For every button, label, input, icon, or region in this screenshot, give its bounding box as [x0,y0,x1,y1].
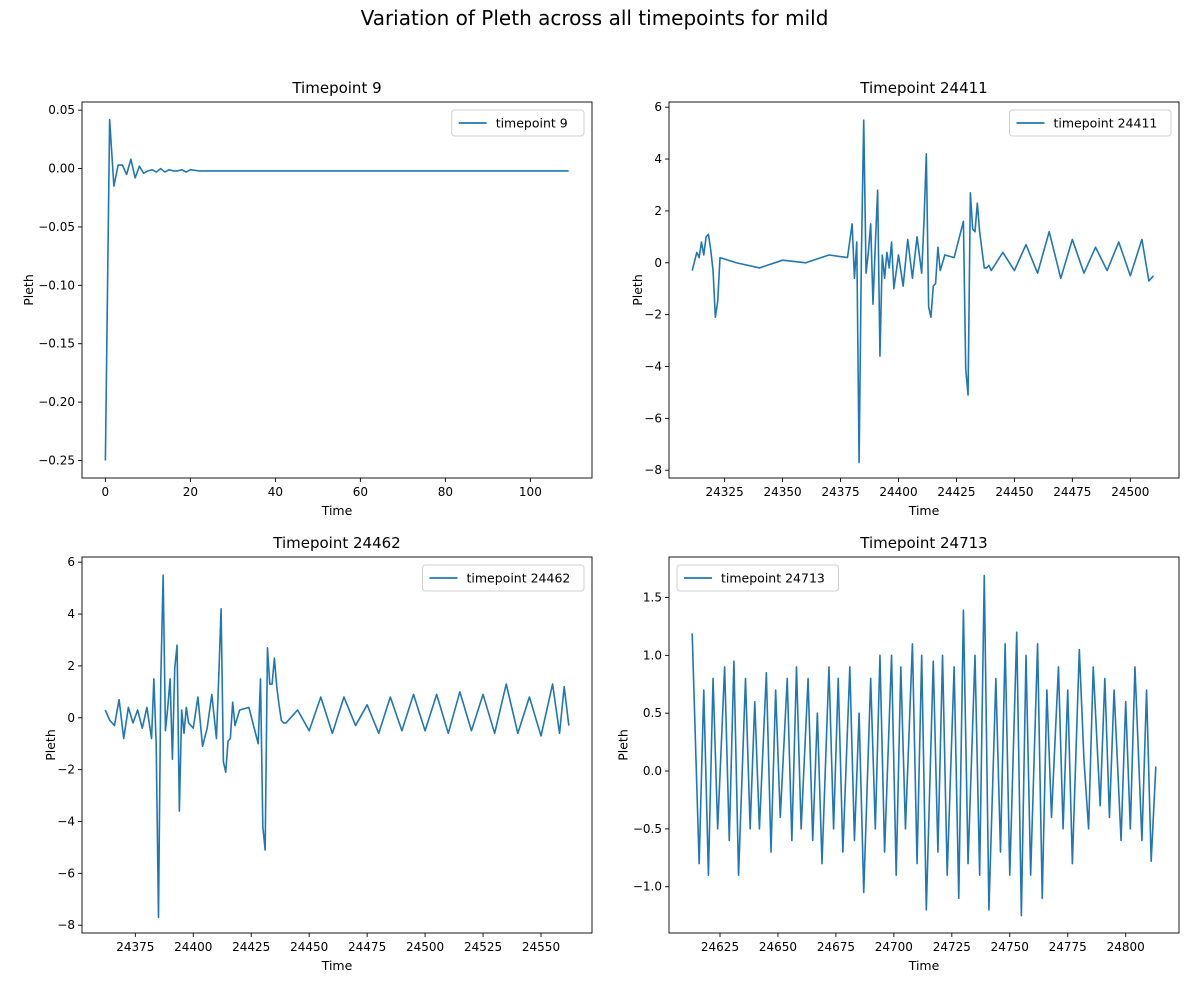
chart-2-legend: timepoint 24411 [1009,109,1172,137]
chart-4-ytick-label: 0.5 [643,706,662,720]
chart-4-xtick-label: 24775 [1049,940,1087,954]
chart-4-ytick-label: −1.0 [633,880,662,894]
chart-2-xtick-label: 24500 [1111,485,1149,499]
chart-1-ytick-label: 0.00 [48,162,75,176]
chart-2-legend-label: timepoint 24411 [1054,116,1158,131]
chart-4-ytick-label: −0.5 [633,822,662,836]
chart-4-xtick-label: 24800 [1107,940,1145,954]
chart-2-ylabel: Pleth [630,274,645,306]
chart-3-xtick-label: 24400 [174,940,212,954]
chart-3-ylabel: Pleth [43,729,58,761]
chart-2-xtick-label: 24350 [763,485,801,499]
chart-3-xtick-label: 24525 [464,940,502,954]
chart-2-ytick-label: −2 [644,308,662,322]
chart-3-ytick-label: −6 [57,866,75,880]
chart-2-ytick-label: −8 [644,463,662,477]
chart-3-ytick-label: 4 [67,607,75,621]
chart-4-xtick-label: 24700 [875,940,913,954]
chart-4-title: Timepoint 24713 [859,534,987,552]
chart-1-xtick-label: 20 [183,485,198,499]
chart-1-xlabel: Time [321,503,353,518]
chart-4: Timepoint 24713 24625 24650 24675 24700 24725… [615,534,1180,973]
chart-4-ylabel: Pleth [615,729,630,761]
chart-1: Timepoint 9 0 20 40 60 80 100 −0.25 −0.20 −0.15 −0… [21,79,593,518]
chart-2-ytick-label: 0 [654,256,662,270]
chart-1-series-line-1 [104,118,569,461]
chart-4-xtick-label: 24625 [701,940,739,954]
chart-3-xtick-label: 24375 [116,940,154,954]
chart-1-legend-box [451,109,585,137]
chart-2-ytick-label: 2 [654,204,662,218]
chart-3-series-line-1 [104,574,570,919]
chart-3-ytick-label: −8 [57,918,75,932]
chart-4-legend-label: timepoint 24713 [721,571,825,586]
chart-3-xtick-label: 24450 [290,940,328,954]
chart-4-xtick-label: 24750 [991,940,1029,954]
chart-2-ytick-label: −4 [644,359,662,373]
chart-2: Timepoint 24411 24325 24350 24375 24400 24425… [630,79,1180,518]
chart-2-xlabel: Time [908,503,940,518]
chart-4-xlabel: Time [908,958,940,973]
chart-2-xtick-label: 24400 [879,485,917,499]
chart-2-xtick-label: 24475 [1053,485,1091,499]
chart-1-xtick-label: 60 [353,485,368,499]
chart-3-xtick-label: 24475 [348,940,386,954]
chart-1-ytick-label: −0.15 [38,337,75,351]
chart-3-ytick-label: 0 [67,711,75,725]
chart-4-xtick-label: 24675 [817,940,855,954]
chart-2-xtick-label: 24325 [706,485,744,499]
chart-1-legend: timepoint 9 [451,109,585,137]
chart-1-ytick-label: −0.10 [38,278,75,292]
chart-4-ytick-label: 0.0 [643,764,662,778]
chart-3-legend: timepoint 24462 [422,564,585,592]
chart-2-xtick-label: 24450 [995,485,1033,499]
chart-2-xtick-label: 24375 [821,485,859,499]
chart-4-ytick-label: 1.5 [643,590,662,604]
chart-1-xtick-label: 100 [519,485,542,499]
chart-1-xtick-label: 80 [438,485,453,499]
chart-3-xtick-label: 24500 [406,940,444,954]
chart-4-series-line-1 [691,574,1157,917]
chart-3-axes-frame [81,556,593,934]
chart-3-xtick-label: 24425 [232,940,270,954]
chart-2-axes-frame [668,101,1180,479]
subplot-grid: Timepoint 90 20 40 60 80 100−0.25−0.20−0.15−0… [21,79,1180,973]
chart-1-xtick-label: 40 [268,485,283,499]
chart-3-title: Timepoint 24462 [272,534,400,552]
chart-2-series-line-1 [691,119,1155,464]
chart-1-ytick-label: −0.05 [38,220,75,234]
chart-4-xtick-label: 24725 [933,940,971,954]
chart-1-title: Timepoint 9 [291,79,381,97]
chart-3: Timepoint 24462 24375 24400 24425 24450 24475… [43,534,593,973]
chart-3-legend-label: timepoint 24462 [467,571,571,586]
chart-4-legend-box [676,564,839,592]
chart-4-legend: timepoint 24713 [676,564,839,592]
chart-2-ytick-label: 4 [654,152,662,166]
chart-2-title: Timepoint 24411 [859,79,987,97]
chart-4-ytick-label: 1.0 [643,648,662,662]
chart-2-ytick-label: −6 [644,411,662,425]
chart-1-ytick-label: −0.20 [38,395,75,409]
chart-1-axes-frame [81,101,593,479]
chart-3-xtick-label: 24550 [522,940,560,954]
chart-4-xtick-label: 24650 [759,940,797,954]
chart-3-xlabel: Time [321,958,353,973]
chart-3-ytick-label: −4 [57,814,75,828]
chart-1-legend-label: timepoint 9 [496,116,568,131]
chart-4-axes-frame [668,556,1180,934]
chart-1-ylabel: Pleth [21,274,36,306]
chart-1-xtick-label: 0 [102,485,110,499]
chart-2-xtick-label: 24425 [937,485,975,499]
chart-2-ytick-label: 6 [654,100,662,114]
chart-2-legend-box [1009,109,1172,137]
chart-3-ytick-label: −2 [57,763,75,777]
figure-title: Variation of Pleth across all timepoints… [361,6,829,30]
chart-1-ytick-label: 0.05 [48,103,75,117]
chart-1-ytick-label: −0.25 [38,453,75,467]
chart-3-legend-box [422,564,585,592]
chart-3-ytick-label: 6 [67,555,75,569]
chart-3-ytick-label: 2 [67,659,75,673]
